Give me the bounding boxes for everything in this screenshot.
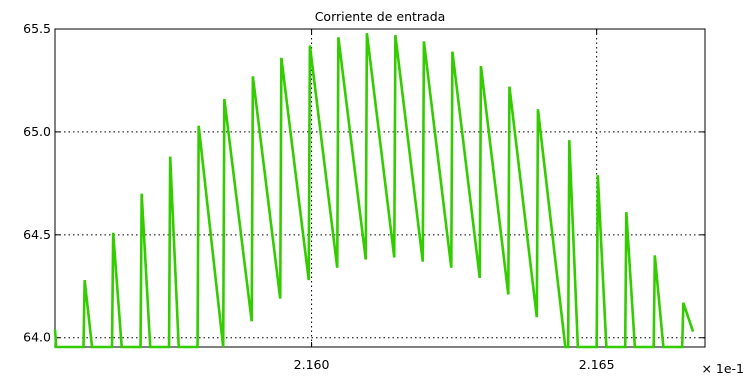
- series: [53, 32, 695, 349]
- y-tick-label: 65.0: [23, 124, 51, 139]
- chart-title: Corriente de entrada: [315, 9, 446, 24]
- y-tick-label: 64.5: [23, 227, 51, 242]
- y-tick-label: 64.0: [23, 330, 51, 345]
- x-multiplier-label: × 1e-1: [701, 361, 744, 376]
- ticks: 2.160 2.165 64.0 64.5 65.0 65.5: [23, 21, 705, 372]
- grid: [55, 28, 705, 347]
- plot-frame: [54, 28, 706, 348]
- series-line: [53, 32, 695, 349]
- x-tick-label: 2.160: [294, 357, 330, 372]
- x-tick-label: 2.165: [579, 357, 615, 372]
- y-tick-label: 65.5: [23, 21, 51, 36]
